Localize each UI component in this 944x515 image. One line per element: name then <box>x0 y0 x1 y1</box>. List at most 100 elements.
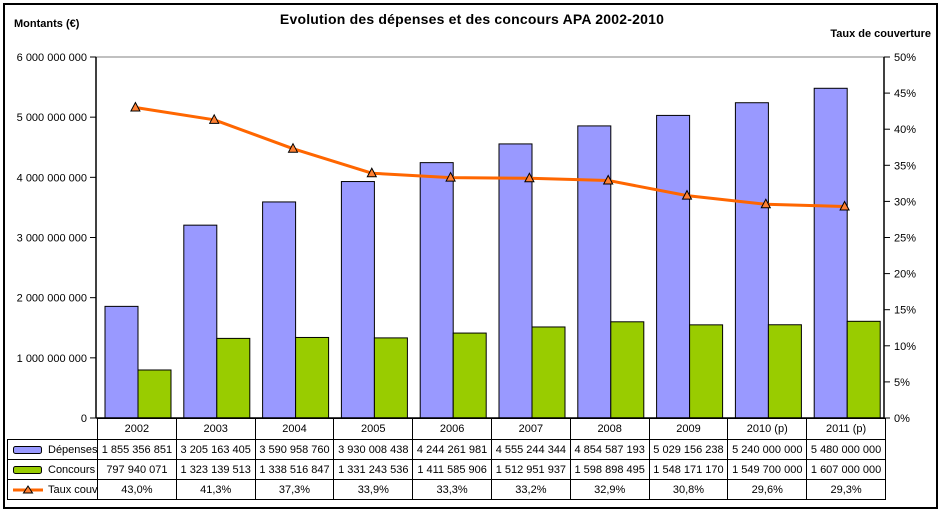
depenses-bar <box>734 102 769 419</box>
chart-title: Evolution des dépenses et des concours A… <box>279 11 665 27</box>
series-value-cell: 4 555 244 344 <box>490 439 571 460</box>
year-header-cell: 2007 <box>490 418 571 440</box>
series-value-cell: 33,2% <box>490 479 571 500</box>
taux-marker-icon <box>681 189 693 200</box>
left-axis-tick-label: 5 000 000 000 <box>17 112 87 124</box>
concours-bar <box>846 320 881 419</box>
depenses-bar <box>577 125 612 419</box>
year-header-cell: 2005 <box>333 418 414 440</box>
series-value-cell: 29,6% <box>727 479 808 500</box>
series-value-cell: 3 930 008 438 <box>333 439 414 460</box>
series-value-cell: 1 549 700 000 <box>727 459 808 480</box>
right-axis-tick-label: 30% <box>894 196 916 208</box>
taux-marker-icon <box>839 200 850 211</box>
year-header-cell: 2002 <box>97 418 177 440</box>
depenses-bar <box>813 87 848 419</box>
year-header-cell: 2009 <box>648 418 729 440</box>
depenses-bar <box>183 224 218 419</box>
series-value-cell: 1 548 171 170 <box>648 459 729 480</box>
taux-line-swatch-icon <box>13 484 43 494</box>
concours-bar <box>295 336 330 419</box>
right-axis-tick-label: 45% <box>894 88 916 100</box>
series-value-cell: 1 338 516 847 <box>254 459 335 480</box>
depenses-bar <box>340 181 375 419</box>
series-value-cell: 30,8% <box>648 479 729 500</box>
taux-line <box>135 106 845 208</box>
series-value-cell: 1 411 585 906 <box>412 459 492 480</box>
concours-swatch-icon <box>13 465 42 474</box>
taux-marker-icon <box>130 101 141 112</box>
concours-bar <box>689 324 724 419</box>
year-header-cell: 2011 (p) <box>806 418 886 440</box>
right-axis-tick-label: 0% <box>894 413 910 425</box>
series-value-cell: 29,3% <box>806 479 886 500</box>
series-value-cell: 1 855 356 851 <box>97 439 177 460</box>
right-axis-tick-label: 35% <box>894 160 916 172</box>
series-value-cell: 5 480 000 000 <box>806 439 886 460</box>
series-value-cell: 1 512 951 937 <box>490 459 571 480</box>
series-value-cell: 1 598 898 495 <box>569 459 650 480</box>
series-value-cell: 41,3% <box>175 479 256 500</box>
right-axis-title: Taux de couverture <box>830 28 931 40</box>
concours-bar <box>531 326 566 419</box>
year-header-row: 2002 2003 2004 2005 2006 2007 2008 2009 2010 (p)… <box>8 418 886 440</box>
depenses-bar <box>262 201 297 419</box>
left-axis-tick-label: 2 000 000 000 <box>17 293 87 305</box>
taux-marker-icon <box>366 167 378 178</box>
series-legend-cell: Dépenses <box>7 439 98 460</box>
year-header-cell: 2006 <box>412 418 492 440</box>
taux-marker-icon <box>445 171 456 182</box>
left-axis-tick-label: 6 000 000 000 <box>17 52 87 64</box>
series-value-cell: 33,3% <box>412 479 492 500</box>
taux-marker-icon <box>760 198 772 209</box>
concours-bar <box>216 337 251 419</box>
year-header-cell: 2008 <box>569 418 650 440</box>
year-header-cell: 2010 (p) <box>727 418 808 440</box>
right-axis-tick-label: 40% <box>894 124 916 136</box>
year-header-cell: 2004 <box>254 418 335 440</box>
legend-label: Taux couv. <box>48 483 98 496</box>
series-value-cell: 1 323 139 513 <box>175 459 256 480</box>
series-value-cell: 37,3% <box>254 479 335 500</box>
concours-bar <box>610 321 645 419</box>
table-corner-spacer <box>8 419 98 440</box>
taux-marker-icon <box>287 142 299 153</box>
series-value-cell: 5 240 000 000 <box>727 439 808 460</box>
right-axis-tick-label: 50% <box>894 52 916 64</box>
series-value-cell: 4 854 587 193 <box>569 439 650 460</box>
right-axis-tick-label: 5% <box>894 377 910 389</box>
series-value-cell: 3 205 163 405 <box>175 439 256 460</box>
depenses-bar <box>498 143 533 419</box>
concours-bar <box>452 332 487 419</box>
concours-bar <box>373 337 408 419</box>
table-row: Dépenses 1 855 356 851 3 205 163 405 3 590 … <box>7 439 886 460</box>
legend-label: Concours <box>48 463 96 476</box>
series-legend-cell: Taux couv. <box>7 479 98 500</box>
taux-marker-icon <box>524 172 535 183</box>
series-value-cell: 1 607 000 000 <box>806 459 886 480</box>
series-value-cell: 4 244 261 981 <box>412 439 492 460</box>
right-axis-tick-label: 15% <box>894 305 916 317</box>
series-value-cell: 3 590 958 760 <box>254 439 335 460</box>
depenses-bar <box>104 305 139 419</box>
table-row: Taux couv. 43,0% 41,3% 37,3% 33,9% 33,3% 33,2%… <box>7 479 886 500</box>
combo-chart-plot: 6 000 000 000 5 000 000 000 4 000 000 000 3… <box>17 52 917 425</box>
right-axis-tick-label: 10% <box>894 341 916 353</box>
left-axis-title: Montants (€) <box>14 18 80 30</box>
left-axis-tick-label: 4 000 000 000 <box>17 172 87 184</box>
depenses-bar <box>419 162 454 419</box>
series-legend-cell: Concours <box>7 459 98 480</box>
left-axis-tick-label: 3 000 000 000 <box>17 233 87 245</box>
left-axis-tick-label: 1 000 000 000 <box>17 353 87 365</box>
series-value-cell: 32,9% <box>569 479 650 500</box>
taux-marker-icon <box>208 113 220 124</box>
series-value-cell: 5 029 156 238 <box>648 439 729 460</box>
left-axis-tick-label: 0 <box>81 413 87 425</box>
concours-bar <box>137 369 172 419</box>
table-row: Concours 797 940 071 1 323 139 513 1 338 51… <box>7 459 886 480</box>
legend-label: Dépenses <box>48 443 98 456</box>
series-value-cell: 797 940 071 <box>97 459 177 480</box>
chart-data-table: 2002 2003 2004 2005 2006 2007 2008 2009 2010 (p)… <box>7 418 886 500</box>
depenses-bar <box>656 114 691 419</box>
